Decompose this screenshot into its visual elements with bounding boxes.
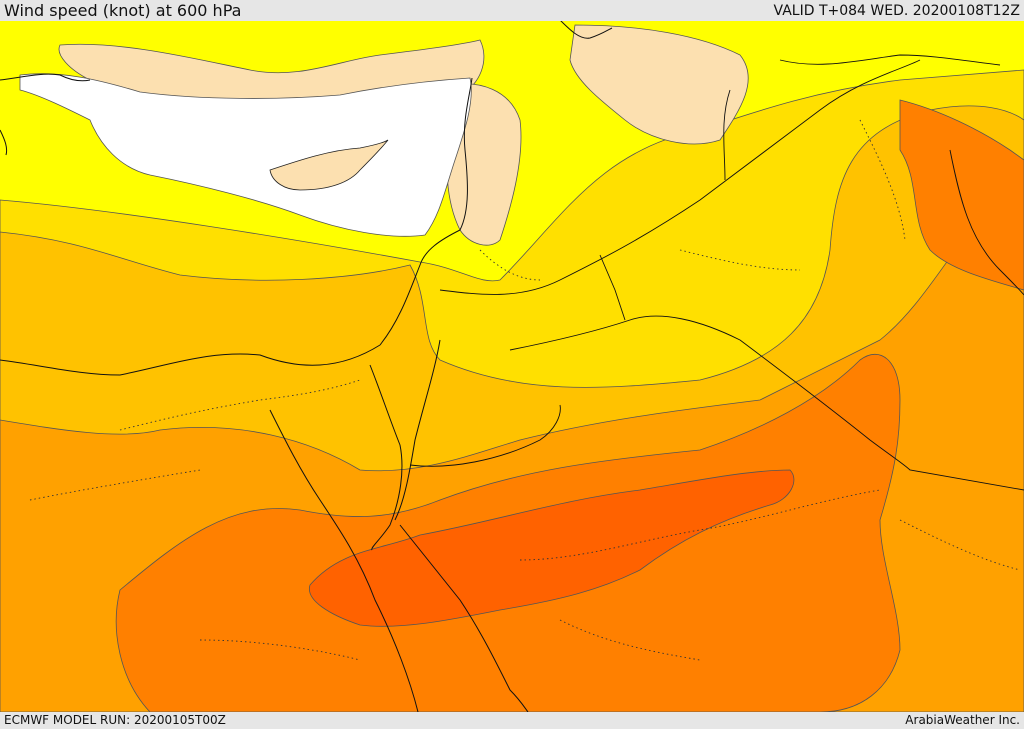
- country-borders: [409, 54, 1024, 491]
- map-footer: ECMWF MODEL RUN: 20200105T00Z ArabiaWeat…: [0, 712, 1024, 729]
- wind-speed-map: [0, 21, 1024, 712]
- coastlines: [0, 21, 613, 712]
- ne-darkorange-patch: [899, 99, 1024, 291]
- model-run-label: ECMWF MODEL RUN: 20200105T00Z: [4, 713, 226, 727]
- map-canvas: [0, 21, 1024, 712]
- credit-label: ArabiaWeather Inc.: [905, 713, 1020, 727]
- sea-white-region: [19, 73, 472, 237]
- red-orange-core: [309, 469, 795, 627]
- map-title: Wind speed (knot) at 600 hPa: [4, 1, 242, 20]
- valid-time: VALID T+084 WED. 20200108T12Z: [773, 3, 1020, 19]
- map-header: Wind speed (knot) at 600 hPa VALID T+084…: [0, 0, 1024, 21]
- province-borders: [29, 119, 1021, 661]
- cyprus: [269, 139, 389, 191]
- peach-patch-northeast: [569, 24, 749, 145]
